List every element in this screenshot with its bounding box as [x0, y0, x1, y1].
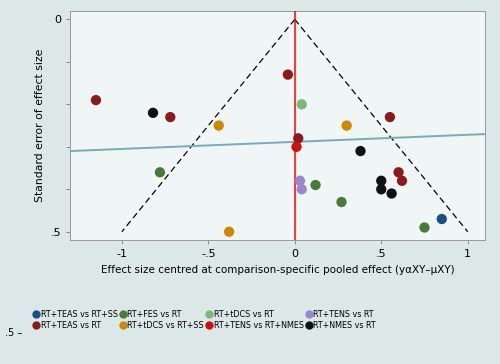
X-axis label: Effect size centred at comparison-specific pooled effect (yαXY–μXY): Effect size centred at comparison-specif…	[100, 265, 454, 275]
Legend: RT+TEAS vs RT+SS, RT+TEAS vs RT, RT+FES vs RT, RT+tDCS vs RT+SS, RT+tDCS vs RT, : RT+TEAS vs RT+SS, RT+TEAS vs RT, RT+FES …	[32, 308, 378, 332]
Point	[298, 186, 306, 192]
Point	[298, 102, 306, 107]
Point	[394, 169, 402, 175]
Point	[296, 178, 304, 184]
Point	[312, 182, 320, 188]
Point	[338, 199, 345, 205]
Point	[388, 191, 396, 197]
Point	[342, 123, 350, 128]
Point	[149, 110, 157, 116]
Point	[438, 216, 446, 222]
Point	[92, 97, 100, 103]
Point	[398, 178, 406, 184]
Point	[420, 225, 428, 230]
Point	[356, 148, 364, 154]
Y-axis label: Standard error of effect size: Standard error of effect size	[35, 49, 45, 202]
Point	[156, 169, 164, 175]
Point	[377, 186, 385, 192]
Point	[284, 72, 292, 78]
Point	[292, 144, 300, 150]
Point	[294, 135, 302, 141]
Point	[386, 114, 394, 120]
Point	[377, 178, 385, 184]
Point	[214, 123, 222, 128]
Point	[225, 229, 233, 235]
Point	[166, 114, 174, 120]
Text: .5 –: .5 –	[5, 328, 22, 338]
